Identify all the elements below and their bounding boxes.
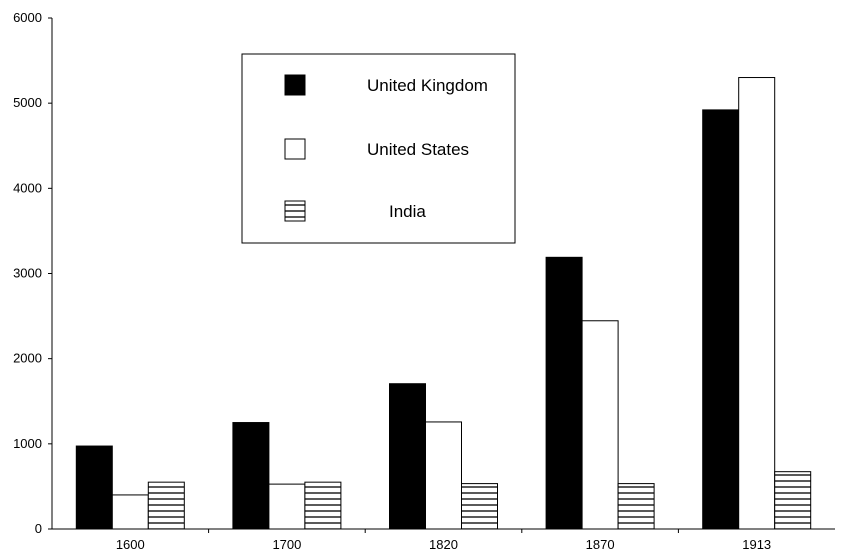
y-tick-label: 2000 <box>13 351 42 366</box>
bar-india-1913 <box>774 471 812 530</box>
x-tick-label: 1820 <box>429 537 458 552</box>
bar-united-states-1870 <box>581 320 619 530</box>
legend-label-india: India <box>389 202 426 221</box>
bar-united-kingdom-1820 <box>389 383 426 530</box>
legend-label-united-kingdom: United Kingdom <box>367 76 488 95</box>
bars <box>75 77 812 530</box>
bar-united-states-1700 <box>268 483 306 530</box>
x-tick-label: 1870 <box>586 537 615 552</box>
y-tick-label: 4000 <box>13 180 42 195</box>
bar-united-states-1820 <box>425 421 462 530</box>
legend-label-united-states: United States <box>367 140 469 159</box>
legend-swatch-india <box>284 200 306 222</box>
bar-india-1700 <box>304 481 342 530</box>
legend-swatch-united-states <box>284 138 306 160</box>
bar-united-states-1600 <box>111 494 149 530</box>
bar-india-1600 <box>147 481 185 530</box>
bar-united-kingdom-1600 <box>75 445 113 530</box>
bar-united-states-1913 <box>738 77 776 530</box>
legend-swatch-united-kingdom <box>284 74 306 96</box>
y-ticks: 0 1000 2000 3000 4000 5000 6000 <box>13 10 52 536</box>
bar-united-kingdom-1700 <box>232 422 270 530</box>
legend: United Kingdom United States India <box>241 53 516 244</box>
y-tick-label: 0 <box>35 521 42 536</box>
x-tick-label: 1600 <box>116 537 145 552</box>
bar-united-kingdom-1913 <box>702 109 740 530</box>
y-tick-label: 1000 <box>13 436 42 451</box>
y-tick-label: 3000 <box>13 266 42 281</box>
x-tick-label: 1700 <box>272 537 301 552</box>
y-tick-label: 6000 <box>13 10 42 25</box>
y-tick-label: 5000 <box>13 95 42 110</box>
x-ticks: 1600 1700 1820 1870 1913 <box>116 529 771 552</box>
bar-india-1870 <box>617 483 655 530</box>
bar-united-kingdom-1870 <box>545 256 583 530</box>
bar-india-1820 <box>461 483 498 530</box>
x-tick-label: 1913 <box>742 537 771 552</box>
